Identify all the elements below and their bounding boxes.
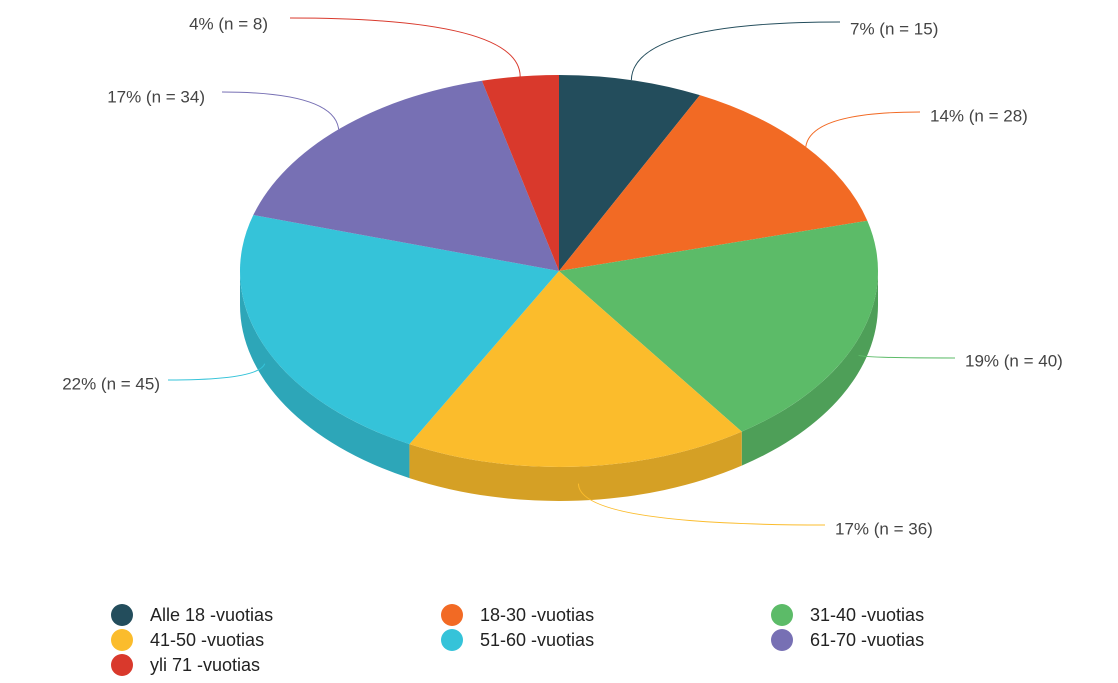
slice — [240, 214, 560, 445]
legend-label: Alle 18 -vuotias — [150, 605, 273, 625]
legend-label: yli 71 -vuotias — [150, 655, 260, 675]
slice — [409, 271, 742, 468]
leader-line — [289, 17, 521, 77]
leader-line — [221, 91, 340, 130]
legend-marker — [111, 654, 133, 676]
data-label: 22% (n = 45) — [62, 374, 160, 393]
leader-line — [858, 354, 956, 359]
leader-line — [577, 483, 826, 526]
leader-line — [167, 363, 266, 381]
legend-marker — [111, 604, 133, 626]
slice — [559, 220, 878, 432]
data-label: 17% (n = 36) — [835, 519, 933, 538]
legend-marker — [771, 604, 793, 626]
legend-marker — [441, 629, 463, 651]
legend-label: 41-50 -vuotias — [150, 630, 264, 650]
legend-label: 61-70 -vuotias — [810, 630, 924, 650]
data-label: 19% (n = 40) — [965, 351, 1063, 370]
legend-marker — [111, 629, 133, 651]
legend-label: 31-40 -vuotias — [810, 605, 924, 625]
leader-line — [805, 111, 921, 147]
leader-line — [630, 21, 841, 81]
data-label: 14% (n = 28) — [930, 106, 1028, 125]
data-label: 17% (n = 34) — [107, 87, 205, 106]
legend-label: 18-30 -vuotias — [480, 605, 594, 625]
slice-side — [239, 271, 410, 479]
slice-side — [741, 271, 878, 466]
legend-label: 51-60 -vuotias — [480, 630, 594, 650]
slice — [559, 95, 868, 271]
legend-marker — [771, 629, 793, 651]
data-label: 4% (n = 8) — [189, 14, 268, 33]
legend-marker — [441, 604, 463, 626]
slice — [253, 80, 559, 272]
slice — [481, 75, 559, 271]
data-label: 7% (n = 15) — [850, 19, 938, 38]
slice — [559, 75, 700, 271]
slice-side — [409, 431, 742, 501]
